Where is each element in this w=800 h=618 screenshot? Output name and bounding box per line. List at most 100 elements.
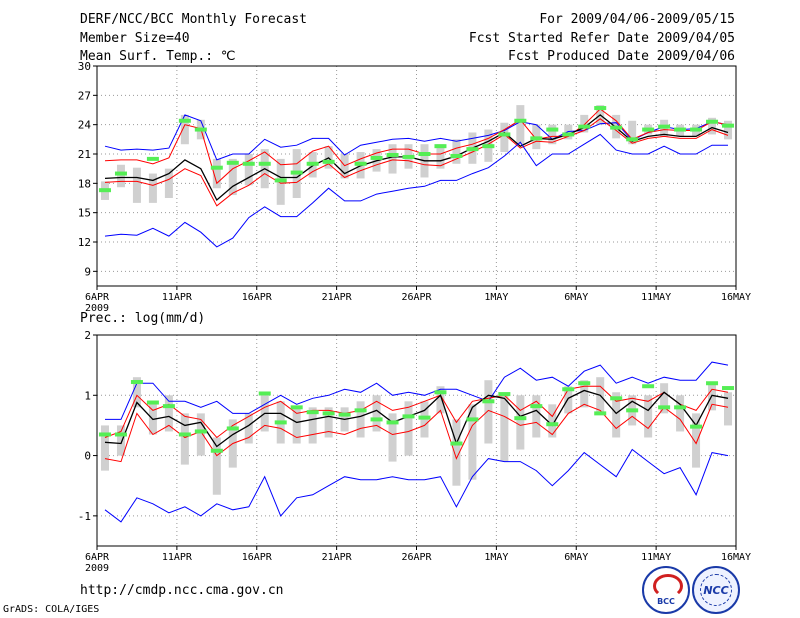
forecast-period: For 2009/04/06-2009/05/15 <box>539 12 735 27</box>
observed-marker <box>498 132 511 137</box>
spread-box <box>708 117 717 135</box>
x-tick-label: 11MAY <box>641 292 671 303</box>
spread-box <box>132 167 141 203</box>
y-tick-label: -1 <box>78 510 91 523</box>
observed-marker <box>386 420 399 425</box>
source-url[interactable]: http://cmdp.ncc.cma.gov.cn <box>80 583 284 598</box>
observed-marker <box>530 404 543 409</box>
temperature-panel: 9 12 15 18 21 24 27 30 6APR 11APR 16APR 21APR 26APR 1… <box>78 60 751 314</box>
x-tick-label: 6APR <box>85 552 110 563</box>
observed-marker <box>642 384 655 389</box>
series-line-mean <box>104 114 729 202</box>
spread-box <box>228 158 237 196</box>
spread-box <box>308 407 317 444</box>
series-line-min <box>104 448 729 523</box>
observed-marker <box>578 381 591 386</box>
observed-marker <box>258 391 271 396</box>
series-line-min <box>104 133 728 248</box>
observed-marker <box>498 392 511 397</box>
observed-marker <box>274 178 287 183</box>
fcst-produced-date: Fcst Produced Date 2009/04/06 <box>508 49 735 64</box>
observed-marker <box>306 161 319 166</box>
y-tick-label: 30 <box>78 60 91 73</box>
observed-marker <box>690 424 703 429</box>
observed-marker <box>658 405 671 410</box>
spread-box <box>180 114 189 145</box>
spread-box <box>388 413 397 462</box>
y-tick-label: 1 <box>84 389 91 402</box>
observed-marker <box>354 161 367 166</box>
spread-box <box>196 413 205 456</box>
y-tick-label: 9 <box>84 265 91 278</box>
observed-marker <box>194 127 207 132</box>
x-tick-label: 11APR <box>162 552 193 563</box>
x-tick-label: 1MAY <box>484 292 508 303</box>
series-line-max <box>105 361 729 420</box>
spread-box <box>100 425 109 471</box>
spread-box <box>452 139 461 164</box>
y-tick-label: 21 <box>78 148 91 161</box>
observed-marker <box>130 380 143 385</box>
ncc-logo: NCC <box>692 566 740 614</box>
spread-box <box>612 392 621 438</box>
x-tick-label: 16APR <box>242 292 273 303</box>
spread-box <box>500 122 509 153</box>
observed-marker <box>562 132 575 137</box>
spread-box <box>692 413 701 468</box>
observed-marker <box>418 415 431 420</box>
observed-marker <box>722 386 735 391</box>
observed-marker <box>290 170 303 175</box>
x-tick-label: 21APR <box>322 292 353 303</box>
observed-marker <box>706 119 719 124</box>
observed-marker <box>370 155 383 160</box>
y-tick-label: 12 <box>78 236 91 249</box>
spread-box <box>724 392 733 426</box>
spread-box <box>180 413 189 465</box>
spread-box <box>532 395 541 438</box>
spread-box <box>580 380 589 408</box>
y-tick-label: 27 <box>78 89 91 102</box>
spread-box <box>244 413 253 444</box>
spread-box <box>148 401 157 435</box>
observed-marker <box>306 410 319 415</box>
observed-marker <box>162 404 175 409</box>
spread-box <box>116 164 125 188</box>
observed-marker <box>194 429 207 434</box>
observed-marker <box>674 127 687 132</box>
observed-marker <box>274 420 287 425</box>
observed-marker <box>226 160 239 165</box>
spread-box <box>660 383 669 414</box>
x-year-label: 2009 <box>85 303 109 314</box>
observed-marker <box>658 124 671 129</box>
observed-marker <box>98 188 111 193</box>
x-tick-label: 21APR <box>322 552 353 563</box>
x-tick-label: 16APR <box>242 552 273 563</box>
observed-marker <box>178 432 191 437</box>
y-tick-label: 2 <box>84 329 91 342</box>
series-line-mean <box>104 389 729 448</box>
x-tick-label: 6MAY <box>564 292 588 303</box>
series-line-max <box>104 114 729 161</box>
series-line-lower <box>104 118 729 207</box>
plot-frame <box>96 334 737 547</box>
observed-marker <box>290 405 303 410</box>
spread-box <box>244 154 253 186</box>
observed-marker <box>210 448 223 453</box>
observed-marker <box>610 125 623 130</box>
observed-marker <box>114 171 127 176</box>
observed-marker <box>146 400 159 405</box>
spread-box <box>548 404 557 438</box>
member-size: Member Size=40 <box>80 31 190 46</box>
x-tick-label: 6APR <box>85 292 110 303</box>
observed-marker <box>722 123 735 128</box>
observed-marker <box>370 417 383 422</box>
spread-box <box>644 395 653 438</box>
x-year-label: 2009 <box>85 563 109 574</box>
spread-box <box>324 407 333 438</box>
observed-marker <box>178 118 191 123</box>
observed-marker <box>482 399 495 404</box>
spread-box <box>404 401 413 456</box>
spread-box <box>516 395 525 450</box>
